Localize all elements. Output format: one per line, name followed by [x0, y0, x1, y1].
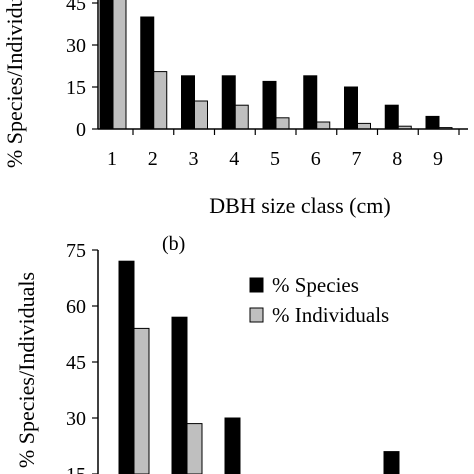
bar-species-5 — [262, 80, 277, 130]
y-axis-label: % Species/Individuals — [2, 0, 27, 168]
bar-individuals-2 — [186, 423, 203, 474]
bar-species-3 — [181, 75, 195, 130]
bar-individuals-7 — [357, 122, 371, 130]
bar-species-9 — [425, 115, 440, 130]
x-tick-label: 6 — [311, 148, 321, 170]
bar-species-2 — [171, 316, 188, 474]
bar-individuals-1 — [133, 327, 150, 474]
bar-species-7 — [344, 86, 358, 130]
y-tick-label: 30 — [66, 35, 86, 57]
bar-individuals-4 — [234, 104, 249, 130]
bar-individuals-1 — [112, 0, 127, 130]
y-tick-label: 30 — [66, 408, 86, 430]
x-tick-label: 2 — [148, 148, 158, 170]
bar-species-3 — [224, 417, 241, 474]
legend-swatch-individuals — [249, 307, 264, 323]
legend-swatch-species — [249, 277, 264, 293]
bar-species-6 — [303, 75, 318, 130]
bar-species-8 — [384, 104, 399, 130]
bar-species-1 — [99, 0, 114, 130]
y-tick-label: 45 — [66, 0, 86, 15]
x-tick-label: 8 — [392, 148, 402, 170]
bar-species-1 — [118, 260, 135, 474]
x-tick-label: 4 — [229, 148, 239, 170]
panel-b-chart: 15 30 45 60 75 % Species/Individuals (b) % Spec… — [14, 233, 400, 474]
panel-label: (b) — [162, 233, 185, 255]
bar-species-6 — [383, 451, 400, 474]
bar-individuals-5 — [275, 117, 290, 130]
legend-label-species: % Species — [272, 273, 359, 297]
bar-individuals-2 — [153, 71, 168, 130]
y-tick-label: 60 — [66, 296, 86, 318]
y-tick-label: 15 — [66, 77, 86, 99]
y-tick-label: 15 — [66, 464, 86, 474]
x-tick-label: 5 — [270, 148, 280, 170]
x-tick-label: 9 — [433, 148, 443, 170]
bar-individuals-3 — [194, 100, 208, 130]
bar-species-2 — [140, 16, 155, 130]
x-axis-label: DBH size class (cm) — [209, 193, 390, 218]
y-tick-label: 45 — [66, 352, 86, 374]
x-tick-label: 7 — [352, 148, 362, 170]
bar-species-4 — [221, 75, 236, 130]
x-tick-label: 1 — [107, 148, 117, 170]
legend-label-individuals: % Individuals — [272, 303, 389, 327]
bar-individuals-6 — [316, 121, 331, 130]
y-tick-label: 75 — [66, 240, 86, 262]
y-axis-label: % Species/Individuals — [14, 272, 39, 468]
y-tick-label: 0 — [76, 119, 86, 141]
x-tick-label: 3 — [189, 148, 199, 170]
